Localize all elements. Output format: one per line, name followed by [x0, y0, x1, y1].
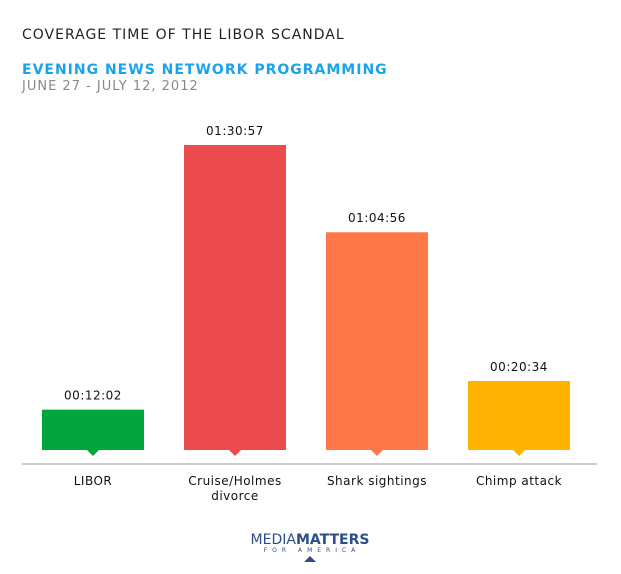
bar-pointer [229, 450, 241, 456]
bar [326, 232, 428, 450]
bar-pointer [87, 450, 99, 456]
x-tick-label: Cruise/Holmes [188, 474, 281, 488]
bar [184, 145, 286, 450]
data-label: 00:12:02 [64, 389, 122, 403]
data-label: 01:04:56 [348, 211, 406, 225]
x-tick-label: divorce [211, 489, 259, 503]
x-tick-label: Shark sightings [327, 474, 427, 488]
chart-title: COVERAGE TIME OF THE LIBOR SCANDAL [22, 27, 345, 43]
bar-pointer [513, 450, 525, 456]
data-label: 00:20:34 [490, 360, 548, 374]
x-tick-label: Chimp attack [476, 474, 562, 488]
chart-subtitle: EVENING NEWS NETWORK PROGRAMMING [22, 62, 388, 78]
date-range: JUNE 27 - JULY 12, 2012 [22, 79, 199, 94]
x-tick-label: LIBOR [74, 474, 113, 488]
bar-pointer [371, 450, 383, 456]
bar [468, 381, 570, 450]
svg-text:FOR AMERICA: FOR AMERICA [264, 547, 361, 554]
data-label: 01:30:57 [206, 124, 264, 138]
bar [42, 409, 144, 450]
media-matters-logo: MEDIAMATTERS FOR AMERICA [251, 532, 370, 562]
svg-text:MEDIAMATTERS: MEDIAMATTERS [251, 532, 370, 548]
